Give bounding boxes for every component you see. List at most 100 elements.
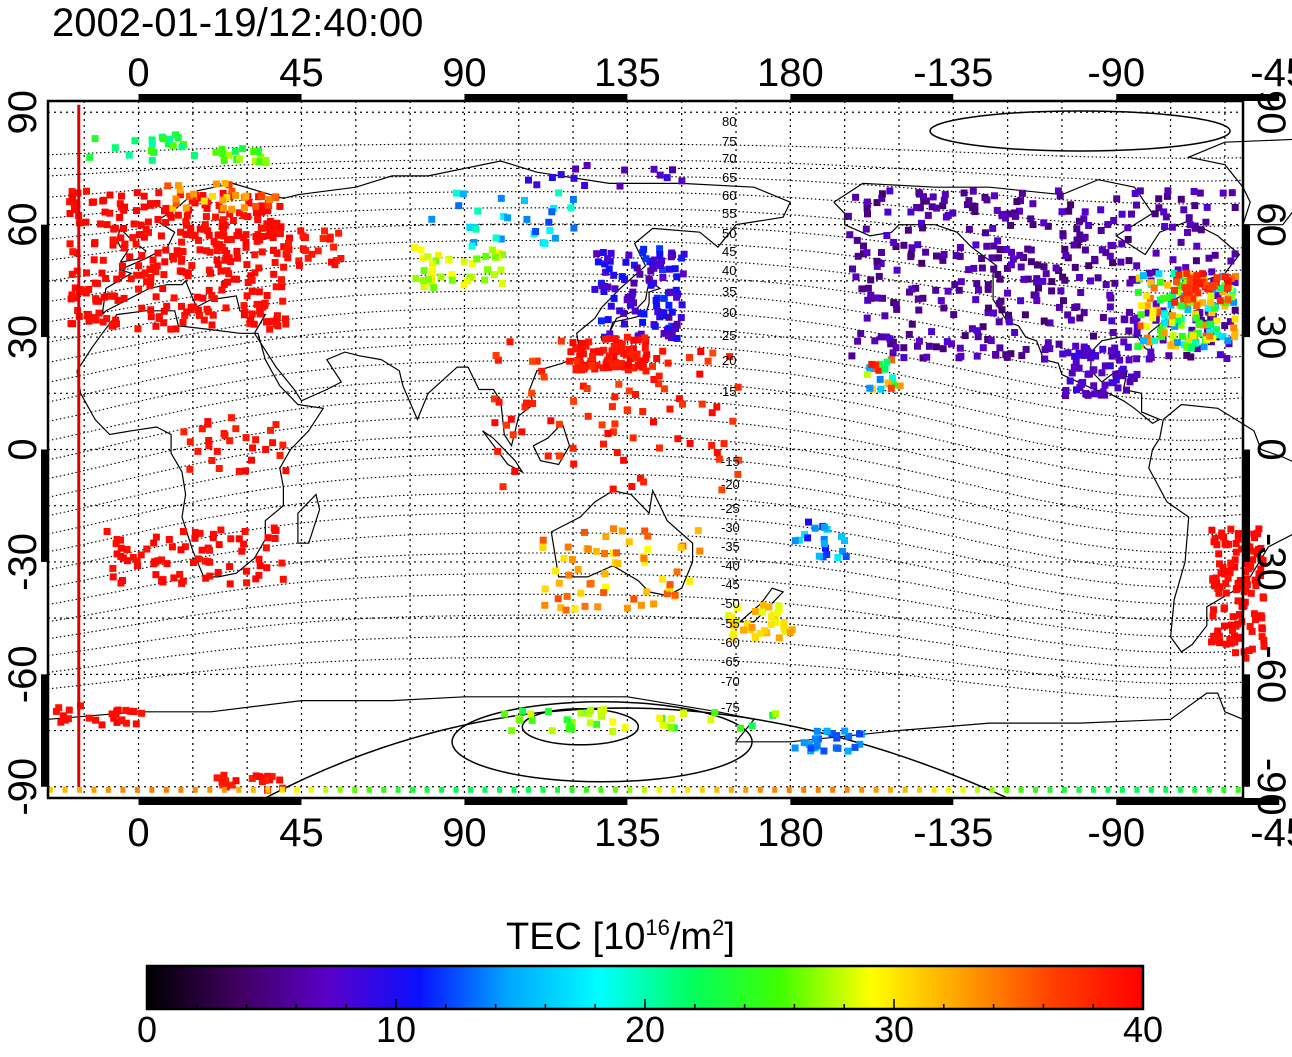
cell-europe	[166, 210, 174, 218]
cell-se-asia	[529, 357, 537, 365]
left-border-segment	[41, 449, 48, 562]
cell-australia	[614, 560, 622, 567]
cell-north-america	[1007, 261, 1015, 269]
cell-europe	[224, 236, 231, 244]
cell-russia	[304, 254, 312, 262]
cell-australia	[557, 604, 565, 612]
cell-us-northeast	[1187, 275, 1195, 283]
cell-se-asia	[494, 356, 502, 364]
cell-us-east	[1192, 310, 1200, 318]
cell-europe	[102, 275, 110, 282]
cell-europe	[259, 224, 267, 232]
cell-north-america	[1061, 245, 1069, 253]
cell-hawaii	[868, 360, 876, 368]
cell-japan-korea	[673, 273, 681, 281]
cell-australia	[564, 543, 572, 551]
cell-north-america	[908, 320, 916, 328]
cell-north-america	[857, 330, 865, 338]
cell-north-america	[1046, 319, 1054, 327]
cell-scandinavia	[176, 186, 184, 194]
cell-svalbard	[220, 157, 228, 165]
cell-south-america	[1247, 589, 1255, 597]
cell-russia	[330, 243, 338, 251]
cell-japan-korea	[650, 256, 658, 264]
cell-south-america	[1249, 556, 1257, 564]
cell-japan-korea	[677, 314, 685, 322]
cell-hawaii	[889, 374, 896, 382]
cell-north-america	[1227, 257, 1235, 265]
cell-antarctic-atlantic	[65, 706, 73, 714]
cell-us-east	[1192, 339, 1199, 347]
contour-label-south: -60	[721, 635, 740, 650]
cell-scandinavia	[221, 179, 229, 187]
cell-south-africa	[215, 541, 223, 549]
cell-south-america	[1226, 636, 1234, 643]
cell-europe	[129, 234, 137, 242]
cell-north-america	[1060, 297, 1067, 305]
cell-europe	[69, 192, 77, 200]
cell-se-asia	[518, 428, 526, 436]
cell-north-america	[881, 312, 889, 320]
cell-japan-korea	[656, 245, 664, 253]
cell-north-siberia	[663, 174, 671, 182]
japan-outline	[608, 279, 662, 334]
cell-europe	[121, 203, 129, 211]
cell-south-america	[1253, 579, 1261, 587]
cell-polar-band	[960, 786, 966, 793]
cell-north-america	[1231, 279, 1239, 287]
cell-north-america	[905, 330, 913, 338]
cell-ross-sea	[813, 742, 821, 750]
cell-russia	[283, 247, 291, 255]
cell-antarctic-atlantic	[112, 710, 120, 718]
cell-south-africa	[143, 545, 151, 553]
cell-north-america	[990, 309, 998, 317]
cell-polar-band	[670, 786, 676, 793]
cell-japan-korea	[597, 317, 605, 325]
cell-siberia	[470, 238, 478, 246]
cell-north-america	[997, 297, 1005, 305]
cell-australia	[630, 595, 638, 603]
cell-south-america	[1216, 560, 1223, 568]
cell-us-east	[1161, 319, 1168, 327]
cell-taiwan-south	[623, 333, 631, 341]
cell-south-africa	[206, 572, 214, 580]
cell-japan-korea	[647, 267, 655, 275]
cell-europe	[160, 319, 168, 327]
cell-europe	[133, 271, 141, 279]
cell-ross-sea	[856, 740, 864, 748]
cell-europe	[272, 283, 280, 291]
cell-us-east	[1160, 294, 1168, 302]
cell-mexico	[1088, 349, 1096, 357]
cell-north-america	[918, 219, 925, 227]
cell-east-africa	[204, 420, 212, 428]
cell-polar-band	[598, 786, 604, 793]
cell-south-africa	[262, 544, 270, 552]
cell-scandinavia	[208, 192, 216, 200]
colorbar-tick-0: 0	[136, 1009, 158, 1050]
cell-se-asia	[708, 409, 716, 417]
cell-south-america	[1222, 589, 1230, 597]
cell-siberia	[466, 224, 474, 231]
cell-south-africa	[181, 543, 189, 551]
cell-north-america	[1125, 327, 1133, 335]
cell-europe	[109, 292, 117, 300]
cell-russia	[297, 227, 305, 235]
cell-japan-korea	[665, 301, 673, 309]
colorbar-tick-10: 10	[375, 1009, 417, 1050]
cell-europe	[68, 270, 76, 278]
cell-north-america	[1214, 292, 1222, 300]
cell-north-america	[1121, 316, 1129, 324]
cell-south-america	[1258, 633, 1266, 641]
cell-us-east	[1153, 309, 1161, 317]
cell-europe	[273, 219, 281, 227]
cell-antarctic-atlantic	[122, 706, 130, 714]
cell-north-america	[1067, 201, 1075, 209]
cell-europe	[159, 285, 167, 292]
antarctica-outline	[47, 692, 1244, 743]
cell-europe	[242, 243, 250, 251]
cell-central-asia	[448, 276, 456, 284]
cell-europe	[99, 256, 107, 264]
lat-tick-right: -90	[1249, 758, 1292, 816]
cell-central-asia	[411, 244, 418, 252]
cell-north-america	[1040, 317, 1048, 325]
